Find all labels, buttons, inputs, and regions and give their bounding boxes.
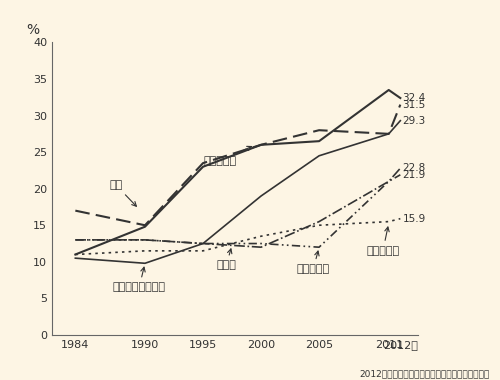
Text: 高血圧: 高血圧: [216, 249, 236, 271]
Text: 22.8: 22.8: [402, 163, 426, 173]
Text: 耒糖能異常: 耒糖能異常: [296, 251, 330, 274]
Text: 2012年「人間ドックの現況」日本人間ドック学会: 2012年「人間ドックの現況」日本人間ドック学会: [360, 369, 490, 378]
Text: 21.9: 21.9: [402, 170, 426, 180]
Text: 15.9: 15.9: [402, 214, 426, 224]
Text: 32.4: 32.4: [402, 93, 426, 103]
Text: 肥満: 肥満: [110, 180, 136, 206]
Text: %: %: [26, 22, 40, 36]
Text: 31.5: 31.5: [402, 100, 426, 109]
Text: 高コレステロール: 高コレステロール: [112, 267, 166, 292]
Text: 高中性脂肪: 高中性脂肪: [366, 227, 400, 256]
Text: 29.3: 29.3: [402, 116, 426, 126]
Text: 肝機能異常: 肝機能異常: [204, 146, 252, 166]
